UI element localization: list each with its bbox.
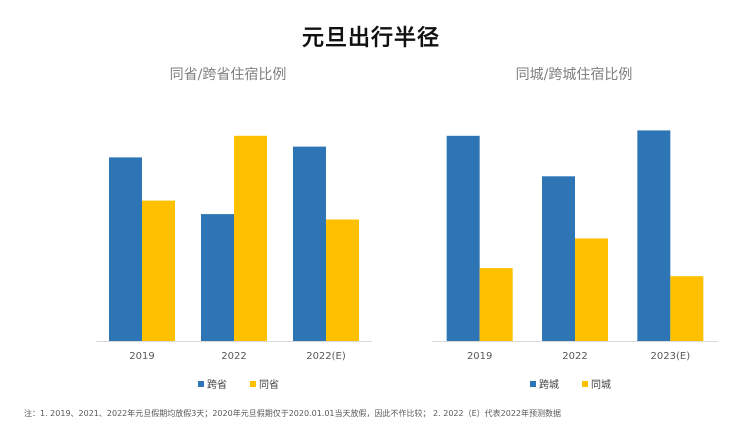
bar-同城-2023(E) [670,276,704,341]
legend-swatch-同省 [250,381,256,387]
bar-跨城-2019 [446,135,480,341]
bar-同城-2019 [479,268,513,341]
x-tick-label: 2022(E) [306,351,346,362]
bar-跨城-2023(E) [637,130,671,341]
legend-label-同省: 同省 [259,378,279,391]
left-chart: 2019 2022 2022(E) 跨省 同省 [96,135,372,391]
x-tick-label: 2022 [221,351,246,362]
bar-同省-2022(E) [326,219,359,341]
x-tick-label: 2022 [562,351,587,362]
legend-swatch-同城 [582,381,588,387]
right-chart-title: 同城/跨城住宿比例 [516,66,633,83]
legend-swatch-跨城 [530,381,536,387]
legend-label-跨省: 跨省 [207,378,227,391]
legend-label-跨城: 跨城 [539,379,559,391]
footnote: 注：1. 2019、2021、2022年元旦假期均放假3天；2020年元旦假期仅… [24,409,561,418]
right-chart: 2019 2022 2023(E) 跨城 同城 [432,130,718,391]
bar-跨省-2022(E) [293,146,326,341]
bar-跨城-2022 [542,176,575,341]
bar-跨省-2019 [109,157,142,341]
legend-label-同城: 同城 [591,379,611,391]
bar-同城-2022 [575,238,608,341]
legend-swatch-跨省 [198,381,204,387]
x-tick-label: 2019 [467,351,492,362]
x-tick-label: 2019 [129,351,154,362]
page-title: 元旦出行半径 [301,26,440,51]
charts-canvas: 同省/跨省住宿比例 同城/跨城住宿比例 2019 2022 2022(E)跨省 同省 … [96,66,718,391]
bar-跨省-2022 [201,214,234,341]
x-tick-label: 2023(E) [651,351,691,362]
bar-同省-2022 [234,135,267,341]
bar-同省-2019 [142,200,175,341]
left-chart-title: 同省/跨省住宿比例 [170,66,287,83]
